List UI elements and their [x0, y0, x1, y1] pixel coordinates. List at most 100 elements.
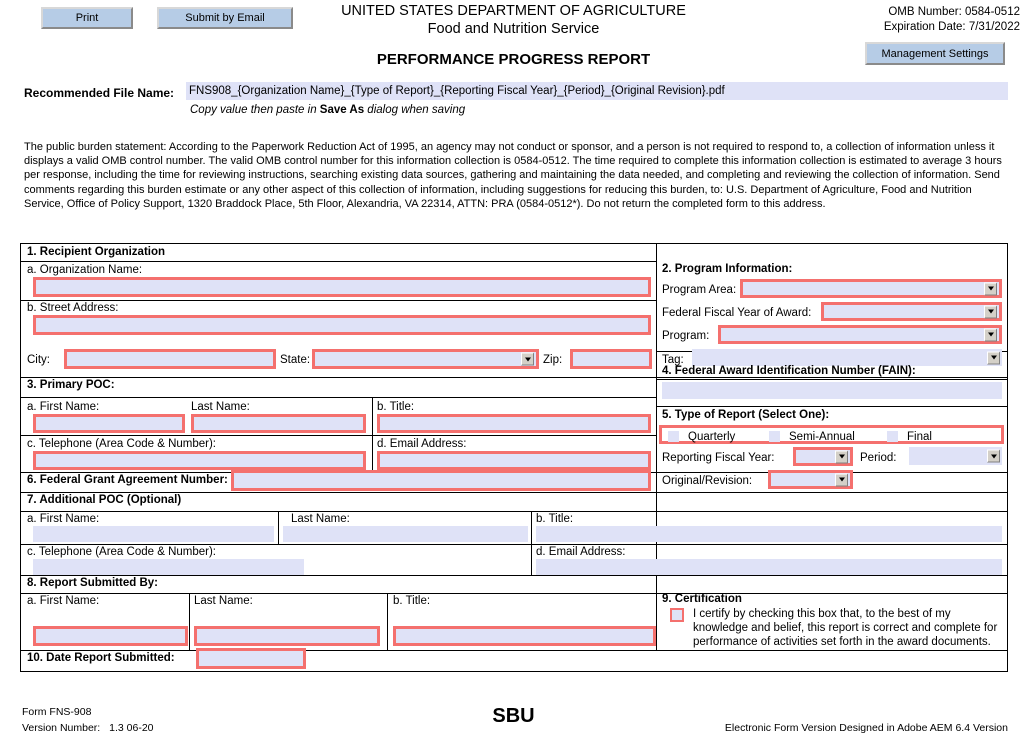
additional-poc-phone-label: c. Telephone (Area Code & Number):	[27, 546, 216, 558]
state-label: State:	[280, 354, 311, 366]
rule	[656, 379, 1007, 380]
omb-number: OMB Number: 0584-0512	[888, 6, 1020, 18]
public-burden-statement: The public burden statement: According t…	[24, 141, 1002, 210]
primary-poc-last-name-input[interactable]	[191, 414, 366, 433]
primary-poc-email-input[interactable]	[377, 451, 651, 470]
submit-button-label: Submit by Email	[185, 12, 265, 24]
checkbox-semi-annual[interactable]	[769, 431, 780, 442]
original-revision-label: Original/Revision:	[662, 475, 753, 487]
section-2-heading: 2. Program Information:	[662, 263, 793, 275]
submitter-title-input[interactable]	[393, 626, 656, 646]
rule	[387, 593, 388, 650]
rule	[372, 397, 373, 472]
organization-name-input[interactable]	[33, 277, 651, 297]
program-dropdown[interactable]	[718, 325, 1002, 344]
page-title: PERFORMANCE PROGRESS REPORT	[376, 51, 651, 68]
chevron-down-icon	[984, 305, 997, 318]
additional-poc-last-name-label: Last Name:	[291, 513, 350, 525]
primary-poc-first-name-input[interactable]	[33, 414, 185, 433]
checkbox-final[interactable]	[887, 431, 898, 442]
agency-name-line2: Food and Nutrition Service	[427, 21, 600, 37]
rule	[531, 511, 532, 575]
footer-version-value: 1.3 06-20	[109, 722, 154, 734]
recommended-file-name-value[interactable]: FNS908_{Organization Name}_{Type of Repo…	[186, 82, 1008, 100]
submit-by-email-button[interactable]: Submit by Email	[157, 7, 293, 29]
fain-input[interactable]	[662, 382, 1002, 399]
state-dropdown[interactable]	[312, 349, 539, 369]
label-final: Final	[907, 431, 932, 443]
federal-fiscal-year-dropdown[interactable]	[821, 302, 1002, 321]
primary-poc-phone-label: c. Telephone (Area Code & Number):	[27, 438, 216, 450]
rule	[278, 511, 279, 544]
additional-poc-first-name-input[interactable]	[33, 526, 274, 542]
additional-poc-first-name-label: a. First Name:	[27, 513, 100, 525]
section-7-heading: 7. Additional POC (Optional)	[27, 494, 182, 506]
period-dropdown[interactable]	[909, 447, 1002, 465]
hint-bold: Save As	[319, 104, 365, 116]
type-of-report-group: Quarterly Semi-Annual Final	[659, 425, 1004, 444]
omb-expiration-date: Expiration Date: 7/31/2022	[883, 21, 1020, 33]
city-input[interactable]	[64, 349, 276, 369]
submitter-title-label: b. Title:	[393, 595, 431, 607]
primary-poc-phone-input[interactable]	[33, 451, 366, 470]
additional-poc-email-label: d. Email Address:	[536, 546, 626, 558]
reporting-fiscal-year-dropdown[interactable]	[793, 447, 853, 466]
rule	[656, 406, 1007, 407]
print-button[interactable]: Print	[41, 7, 133, 29]
primary-poc-first-name-label: a. First Name:	[27, 401, 100, 413]
rule	[21, 511, 1007, 512]
federal-fiscal-year-label: Federal Fiscal Year of Award:	[662, 307, 812, 319]
footer-form-number: Form FNS-908	[22, 706, 92, 718]
section-3-heading: 3. Primary POC:	[27, 379, 115, 391]
certification-checkbox[interactable]	[670, 608, 684, 622]
print-button-label: Print	[75, 12, 99, 24]
federal-grant-agreement-number-input[interactable]	[231, 470, 651, 491]
chevron-down-icon	[987, 449, 1000, 463]
rule	[21, 544, 1007, 545]
rule	[656, 244, 657, 650]
management-settings-button[interactable]: Management Settings	[865, 42, 1005, 65]
tag-dropdown[interactable]	[692, 349, 1002, 366]
date-report-submitted-input[interactable]	[196, 648, 306, 669]
footer-version: Version Number: 1.3 06-20	[22, 722, 154, 734]
additional-poc-email-input[interactable]	[536, 559, 1002, 575]
submitter-last-name-input[interactable]	[194, 626, 380, 646]
submitter-last-name-label: Last Name:	[194, 595, 253, 607]
additional-poc-title-input[interactable]	[536, 526, 1002, 542]
chevron-down-icon	[835, 473, 848, 486]
reporting-fiscal-year-label: Reporting Fiscal Year:	[662, 452, 775, 464]
original-revision-dropdown[interactable]	[768, 470, 853, 489]
rule	[21, 261, 656, 262]
checkbox-quarterly[interactable]	[668, 431, 679, 442]
rule	[189, 593, 190, 650]
chevron-down-icon	[835, 450, 848, 463]
save-as-hint: Copy value then paste in Save As dialog …	[190, 104, 465, 116]
section-10-label: 10. Date Report Submitted:	[27, 652, 175, 664]
additional-poc-last-name-input[interactable]	[283, 526, 528, 542]
zip-label: Zip:	[543, 354, 563, 366]
primary-poc-title-label: b. Title:	[377, 401, 415, 413]
footer-version-label: Version Number:	[22, 722, 101, 734]
rule	[21, 575, 1007, 576]
additional-poc-phone-input[interactable]	[33, 559, 304, 575]
city-label: City:	[27, 354, 50, 366]
chevron-down-icon	[984, 328, 997, 341]
period-label: Period:	[860, 452, 897, 464]
section-6-heading: 6. Federal Grant Agreement Number:	[27, 474, 228, 486]
zip-input[interactable]	[570, 349, 652, 369]
street-address-input[interactable]	[33, 315, 651, 335]
label-quarterly: Quarterly	[688, 431, 736, 443]
section-9-heading: 9. Certification	[662, 593, 742, 605]
agency-name-line1: UNITED STATES DEPARTMENT OF AGRICULTURE	[341, 3, 686, 19]
submitter-first-name-input[interactable]	[33, 626, 188, 646]
primary-poc-title-input[interactable]	[377, 414, 651, 433]
program-area-dropdown[interactable]	[740, 279, 1002, 298]
footer-electronic-note: Electronic Form Version Designed in Adob…	[724, 722, 1008, 734]
rule	[21, 650, 1007, 651]
section-5-heading: 5. Type of Report (Select One):	[662, 409, 830, 421]
chevron-down-icon	[521, 352, 534, 366]
hint-post: dialog when saving	[364, 104, 466, 116]
section-8-heading: 8. Report Submitted By:	[27, 577, 158, 589]
rule	[21, 593, 1007, 594]
program-label: Program:	[662, 330, 710, 342]
